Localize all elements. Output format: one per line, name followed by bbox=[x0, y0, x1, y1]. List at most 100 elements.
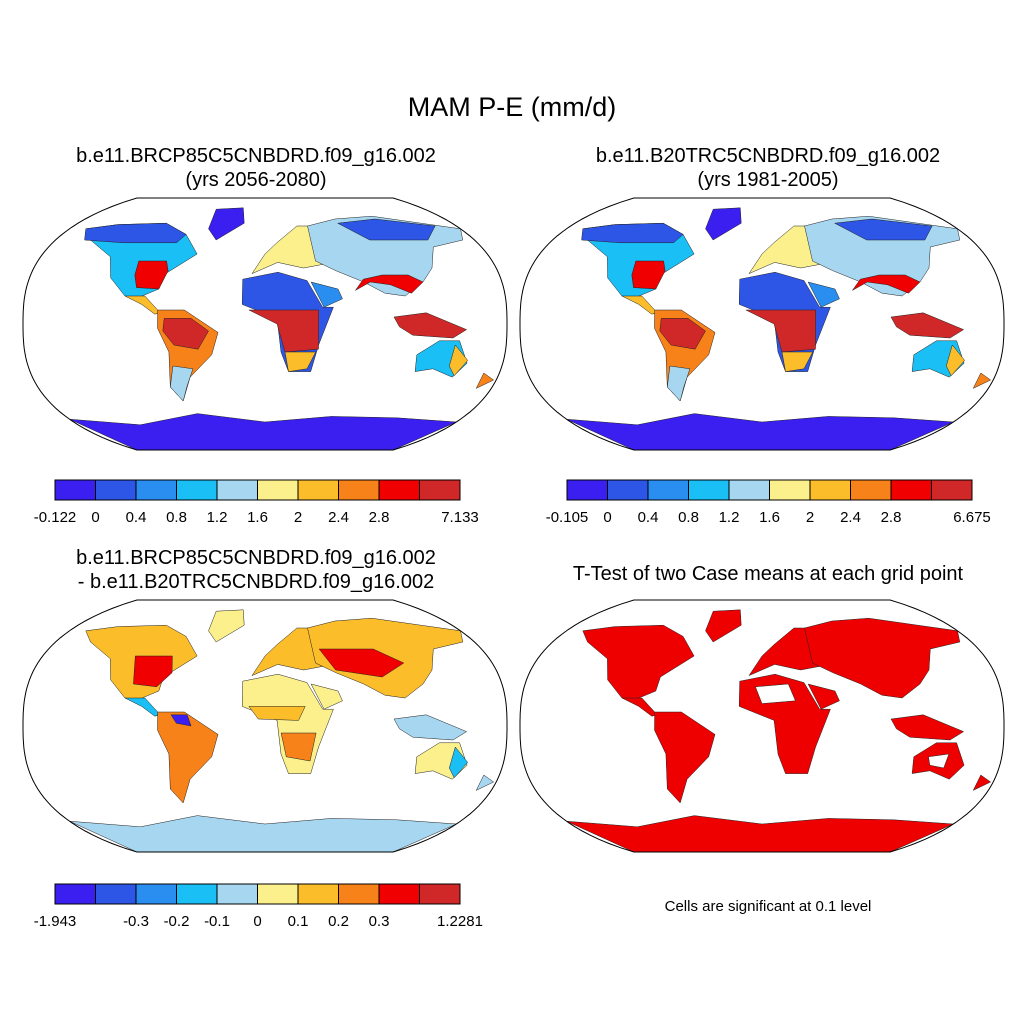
colorbar-box bbox=[95, 479, 137, 501]
region-sahara-gap bbox=[755, 683, 796, 704]
colorbar-box bbox=[135, 883, 177, 905]
panel-historical-title: b.e11.B20TRC5CNBDRD.f09_g16.002 (yrs 198… bbox=[512, 144, 1024, 192]
colorbar-box bbox=[297, 883, 339, 905]
region-north-america bbox=[582, 624, 695, 702]
colorbar-label: 6.675 bbox=[953, 509, 991, 526]
colorbar-label: 2 bbox=[294, 509, 302, 526]
colorbar-label: 0.8 bbox=[166, 509, 187, 526]
colorbar-label: -0.105 bbox=[546, 509, 589, 526]
map-outline bbox=[519, 599, 1005, 853]
map-outline bbox=[519, 197, 1005, 451]
region-indonesia bbox=[890, 714, 964, 741]
region-central-america bbox=[621, 295, 658, 315]
colorbar-label: -0.2 bbox=[164, 913, 190, 930]
colorbar-label: 0 bbox=[91, 509, 99, 526]
region-africa-south bbox=[781, 351, 813, 372]
colorbar-label: 0.2 bbox=[328, 913, 349, 930]
region-south-asia bbox=[355, 274, 424, 294]
region-central-asia bbox=[318, 648, 405, 678]
region-central-america bbox=[621, 697, 658, 717]
region-antarctica bbox=[566, 413, 954, 450]
colorbar-box bbox=[54, 883, 96, 905]
colorbar-label: 2.8 bbox=[881, 509, 902, 526]
colorbar-label: 2.4 bbox=[840, 509, 861, 526]
colorbar-box bbox=[135, 479, 177, 501]
region-sa-north-dry bbox=[170, 714, 192, 727]
colorbar-difference: -1.943 -0.3 -0.2 -0.1 0 0.1 0.2 0.3 1.2281 bbox=[34, 883, 483, 930]
colorbar-box bbox=[728, 479, 770, 501]
panel-historical-title-line1: b.e11.B20TRC5CNBDRD.f09_g16.002 bbox=[595, 145, 941, 167]
colorbar-box bbox=[338, 479, 380, 501]
colorbar-label: 0.3 bbox=[369, 913, 390, 930]
colorbar-box bbox=[338, 883, 380, 905]
colorbar-label: 1.2 bbox=[719, 509, 740, 526]
region-siberia-cold bbox=[337, 218, 436, 241]
panel-difference-title-line1: b.e11.BRCP85C5CNBDRD.f09_g16.002 bbox=[76, 547, 436, 569]
region-na-east bbox=[134, 260, 169, 290]
map-land bbox=[69, 609, 494, 852]
panel-difference-title-line2: - b.e11.B20TRC5CNBDRD.f09_g16.002 bbox=[77, 571, 435, 593]
panel-ttest-title: T-Test of two Case means at each grid po… bbox=[572, 563, 964, 585]
colorbar-box bbox=[850, 479, 892, 501]
region-aus-gap bbox=[928, 753, 950, 769]
map-land bbox=[69, 207, 494, 450]
colorbar-label: 0.1 bbox=[288, 913, 309, 930]
map-land bbox=[566, 207, 991, 450]
colorbar-label: -0.1 bbox=[204, 913, 230, 930]
colorbar-box bbox=[809, 479, 851, 501]
colorbar-box bbox=[54, 479, 96, 501]
panel-future-title: b.e11.BRCP85C5CNBDRD.f09_g16.002 (yrs 20… bbox=[0, 144, 512, 192]
colorbar-label: 2 bbox=[806, 509, 814, 526]
colorbar-box bbox=[419, 479, 461, 501]
region-antarctica bbox=[69, 413, 457, 450]
map-ttest bbox=[519, 599, 1005, 853]
region-aus-east bbox=[449, 344, 468, 377]
region-arabia bbox=[807, 281, 840, 308]
colorbar-label: -0.3 bbox=[123, 913, 149, 930]
colorbar-box bbox=[607, 479, 649, 501]
colorbar-label: 0.4 bbox=[638, 509, 659, 526]
map-outline bbox=[22, 599, 508, 853]
region-new-zealand bbox=[972, 372, 991, 389]
region-sa-south bbox=[667, 365, 691, 402]
colorbar-box bbox=[297, 479, 339, 501]
region-central-america bbox=[124, 697, 161, 717]
colorbar-label: 0.4 bbox=[126, 509, 147, 526]
region-indonesia bbox=[393, 714, 467, 741]
map-difference bbox=[22, 599, 508, 853]
panel-future-title-line2: (yrs 2056-2080) bbox=[185, 169, 327, 191]
region-na-east bbox=[133, 655, 173, 688]
region-antarctica bbox=[69, 815, 457, 852]
region-sahel bbox=[248, 706, 306, 721]
region-africa-tropics bbox=[745, 309, 816, 353]
colorbar-label: 2.4 bbox=[328, 509, 349, 526]
region-central-america bbox=[124, 295, 161, 315]
colorbar-box bbox=[378, 479, 420, 501]
panel-difference-title: b.e11.BRCP85C5CNBDRD.f09_g16.002 - b.e11… bbox=[0, 546, 512, 594]
region-indonesia bbox=[393, 312, 467, 339]
region-new-zealand bbox=[475, 774, 494, 791]
colorbar-box bbox=[566, 479, 608, 501]
colorbar-label: -1.943 bbox=[34, 913, 77, 930]
region-sa-south bbox=[170, 365, 194, 402]
colorbar-box bbox=[257, 479, 299, 501]
region-africa-south bbox=[284, 351, 316, 372]
colorbar-box bbox=[95, 883, 137, 905]
region-antarctica bbox=[566, 815, 954, 852]
colorbar-label: 0.8 bbox=[678, 509, 699, 526]
region-indonesia bbox=[890, 312, 964, 339]
colorbar-box bbox=[890, 479, 932, 501]
map-outline bbox=[22, 197, 508, 451]
colorbar-label: 1.2281 bbox=[437, 913, 483, 930]
region-amazon bbox=[659, 318, 706, 350]
panel-future-title-line1: b.e11.BRCP85C5CNBDRD.f09_g16.002 bbox=[76, 145, 436, 167]
region-siberia-cold bbox=[834, 218, 933, 241]
map-land bbox=[566, 609, 991, 852]
colorbar-box bbox=[688, 479, 730, 501]
region-na-east bbox=[631, 260, 666, 290]
colorbar-label: 2.8 bbox=[369, 509, 390, 526]
region-south-asia bbox=[852, 274, 921, 294]
region-africa-tropics bbox=[248, 309, 319, 353]
region-amazon bbox=[162, 318, 209, 350]
region-na-north bbox=[84, 222, 187, 244]
